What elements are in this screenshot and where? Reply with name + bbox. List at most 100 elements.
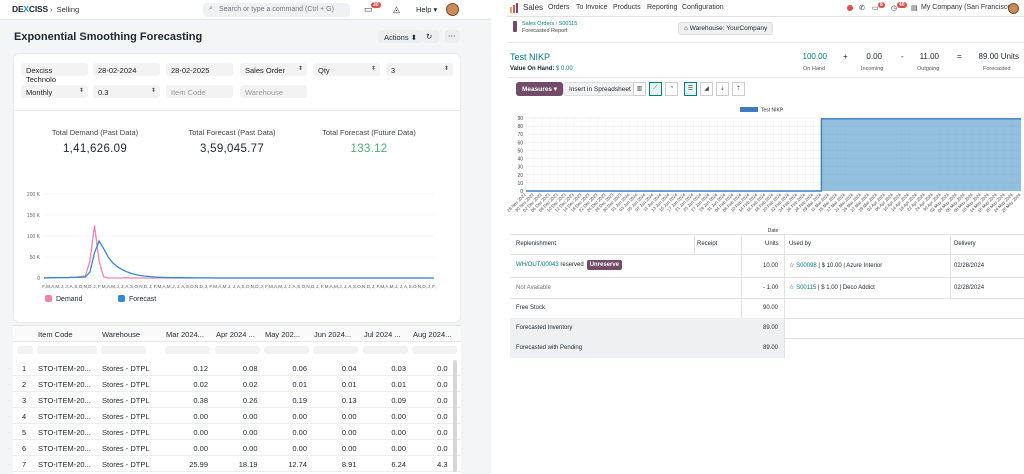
frequency-select[interactable]: Monthly ⬍	[21, 85, 88, 98]
warehouse-filter[interactable]: Warehouse	[240, 85, 307, 98]
table-scrollbar[interactable]	[453, 360, 457, 472]
sale-order-link[interactable]: S00115	[796, 285, 817, 291]
x-tick-label: D,	[144, 284, 149, 289]
periods-select[interactable]: 3 ⬍	[386, 63, 453, 76]
kpi-on-hand-value[interactable]: 100.00	[802, 52, 827, 61]
kpi-outgoing-value[interactable]: 11.00	[919, 52, 939, 61]
column-header[interactable]: Mar 2024...	[166, 330, 204, 339]
table-cell: 4.3	[437, 460, 448, 469]
chat-icon[interactable]: ▭	[872, 5, 879, 12]
nav-orders[interactable]: Orders	[548, 4, 570, 11]
unreserve-button[interactable]: Unreserve	[586, 260, 623, 270]
used-by-cell: ☆ S00098 | $ 10.00 | Azure Interior	[789, 263, 883, 269]
legend-demand[interactable]: Demand	[45, 295, 82, 303]
x-tick-label: J,	[260, 284, 264, 289]
from-date-filter[interactable]: 28-02-2024	[93, 63, 160, 76]
actions-button[interactable]: Actions ⬍	[378, 30, 423, 43]
bar-chart-icon[interactable]: ▥	[633, 82, 646, 96]
column-header[interactable]: Jun 2024...	[314, 330, 352, 339]
company-filter[interactable]: Dexciss Technolo	[21, 63, 88, 84]
table-row[interactable]: 5 STO-ITEM-20... Stores - DTPL 0.00 0.00 0.00…	[13, 424, 461, 440]
x-tick-label: F,	[265, 284, 269, 289]
table-row[interactable]: 4 STO-ITEM-20... Stores - DTPL 0.00 0.00 0.00…	[13, 408, 461, 424]
table-cell: 0.01	[391, 380, 406, 389]
y-tick-label: 10	[517, 181, 523, 187]
activity-icon[interactable]: ◷	[891, 5, 898, 12]
breadcrumb[interactable]: › Selling	[50, 5, 80, 14]
phone-icon[interactable]: ✆	[859, 5, 865, 12]
units-cell: - 1.00	[763, 285, 779, 291]
nav-to-invoice[interactable]: To Invoice	[576, 4, 608, 11]
warehouse-selector[interactable]: ⌂ Warehouse: YourCompany	[678, 22, 774, 35]
nav-products[interactable]: Products	[613, 4, 641, 11]
column-filter-input[interactable]	[313, 346, 358, 354]
sort-asc-icon[interactable]: ⇡	[732, 82, 745, 96]
x-tick-label: J,	[400, 284, 404, 289]
pie-chart-icon[interactable]: ◔	[665, 82, 678, 96]
record-icon[interactable]	[847, 5, 853, 11]
line-chart-icon[interactable]: ⟋	[649, 82, 662, 96]
apps-icon[interactable]	[510, 3, 520, 13]
sale-order-link[interactable]: S00098	[796, 263, 817, 269]
brand-logo[interactable]: DEXCISS	[12, 4, 48, 14]
breadcrumb[interactable]: Sales Orders / S00115	[522, 21, 578, 27]
cumulative-icon[interactable]: ◢	[700, 82, 713, 96]
column-header[interactable]: May 202...	[265, 330, 301, 339]
help-menu[interactable]: Help ▾	[416, 5, 438, 14]
column-header[interactable]: Aug 2024...	[413, 330, 452, 339]
nav-reporting[interactable]: Reporting	[647, 4, 678, 11]
legend-swatch	[740, 107, 758, 112]
more-button[interactable]: ⋯	[445, 30, 460, 43]
delivery-cell: 02/28/2024	[954, 285, 985, 291]
table-cell: 18.19	[238, 460, 258, 469]
company-switcher[interactable]: My Company (San Francisco)	[921, 4, 1014, 11]
column-filter-input[interactable]	[165, 346, 210, 354]
column-filter-input[interactable]	[363, 346, 408, 354]
nav-configuration[interactable]: Configuration	[682, 4, 724, 11]
insert-spreadsheet-button[interactable]: Insert in Spreadsheet	[563, 82, 637, 96]
column-filter-input[interactable]	[101, 346, 146, 354]
avatar[interactable]	[1008, 3, 1019, 14]
replenishment-table: Replenishment Receipt Units Used by Deli…	[510, 234, 1024, 364]
document-type-select[interactable]: Sales Order ⬍	[240, 63, 307, 76]
picking-link[interactable]: WH/OUT/00043	[516, 262, 559, 268]
table-cell: 1	[22, 364, 27, 373]
x-tick-label: S,	[186, 284, 190, 289]
bell-icon[interactable]: ◬	[393, 4, 400, 14]
kpi-incoming-value[interactable]: 0.00	[866, 52, 882, 61]
stacked-icon[interactable]: ☰	[684, 82, 697, 96]
alpha-select[interactable]: 0.3 ⬍	[93, 85, 160, 98]
star-icon[interactable]: ☆	[789, 263, 795, 269]
column-header[interactable]: Item Code	[38, 330, 73, 339]
column-filter-input[interactable]	[17, 346, 33, 354]
measures-button[interactable]: Measures ▾	[516, 82, 564, 96]
x-tick-label: O,	[190, 284, 195, 289]
column-filter-input[interactable]	[215, 346, 260, 354]
column-header[interactable]: Jul 2024 ...	[364, 330, 401, 339]
star-icon[interactable]: ☆	[789, 285, 795, 291]
product-name[interactable]: Test NIKP	[510, 52, 551, 62]
table-row[interactable]: 1 STO-ITEM-20... Stores - DTPL 0.12 0.08 0.06…	[13, 360, 461, 376]
item-code-filter[interactable]: Item Code	[166, 85, 233, 98]
refresh-button[interactable]: ↻	[422, 30, 439, 43]
sort-desc-icon[interactable]: ⇣	[716, 82, 729, 96]
column-header[interactable]: Warehouse	[102, 330, 141, 339]
column-filter-input[interactable]	[264, 346, 309, 354]
avatar[interactable]	[446, 3, 459, 16]
table-row[interactable]: 7 STO-ITEM-20... Stores - DTPL 25.99 18.19 12…	[13, 456, 461, 472]
column-filter-input[interactable]	[37, 346, 97, 354]
x-tick-label: M,	[213, 284, 218, 289]
based-on-select[interactable]: Qty ⬍	[313, 63, 380, 76]
column-header[interactable]: Apr 2024 ...	[216, 330, 255, 339]
chat-icon[interactable]: ▭	[364, 4, 373, 14]
company-icon[interactable]: ▤	[911, 5, 918, 12]
table-row[interactable]: 6 STO-ITEM-20... Stores - DTPL 0.00 0.00 0.00…	[13, 440, 461, 456]
table-row[interactable]: 3 STO-ITEM-20... Stores - DTPL 0.38 0.26 0.19…	[13, 392, 461, 408]
search-bar[interactable]: ⌕ Search or type a command (Ctrl + G)	[203, 3, 350, 17]
x-tick-label: J,	[65, 284, 69, 289]
column-filter-input[interactable]	[412, 346, 457, 354]
legend-forecast[interactable]: Forecast	[118, 295, 156, 303]
app-name[interactable]: Sales	[523, 3, 544, 12]
table-row[interactable]: 2 STO-ITEM-20... Stores - DTPL 0.02 0.02 0.01…	[13, 376, 461, 392]
to-date-filter[interactable]: 28-02-2025	[166, 63, 233, 76]
